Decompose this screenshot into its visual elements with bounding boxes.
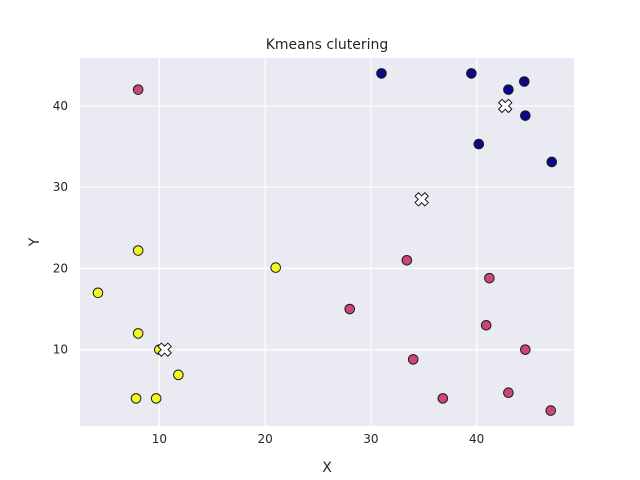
centroid-marker [497, 98, 513, 114]
cluster-0-point [520, 110, 531, 121]
y-tick-label: 30 [53, 180, 68, 194]
cluster-1-point [344, 303, 356, 315]
cluster-0-point [376, 68, 387, 79]
cluster-0-point [546, 156, 558, 168]
cluster-1-point [545, 405, 557, 416]
y-tick-labels: 10 20 30 40 [53, 99, 68, 357]
y-tick-label: 10 [53, 343, 68, 357]
x-axis-label: X [322, 460, 332, 476]
y-tick-label: 40 [53, 99, 68, 113]
centroid-marker [157, 342, 172, 357]
cluster-2-point [132, 245, 144, 256]
y-axis-label: Y [27, 237, 43, 247]
cluster-0-point [473, 138, 485, 150]
cluster-0-point [466, 68, 477, 79]
cluster-1-point [484, 272, 495, 284]
cluster-2-point [173, 369, 184, 381]
cluster-2-point [132, 328, 144, 339]
data-points [92, 68, 558, 416]
cluster-0-point [518, 76, 530, 87]
cluster-2-point [92, 287, 104, 299]
cluster-0-point [503, 84, 514, 95]
centroid-marker [414, 192, 429, 207]
x-tick-labels: 10 20 30 40 [152, 432, 485, 446]
cluster-1-point [480, 319, 492, 331]
x-tick-label: 30 [363, 432, 378, 446]
x-tick-label: 40 [469, 432, 484, 446]
cluster-1-point [437, 393, 449, 404]
cluster-1-point [132, 84, 144, 95]
cluster-1-point [503, 387, 514, 398]
x-tick-label: 10 [152, 432, 167, 446]
cluster-1-point [401, 254, 413, 266]
chart-title: Kmeans clutering [266, 37, 389, 53]
cluster-2-point [150, 393, 162, 404]
centroid-markers [157, 98, 513, 357]
cluster-1-point [407, 354, 419, 365]
y-tick-label: 20 [53, 261, 68, 275]
plot-background [80, 58, 574, 426]
cluster-2-point [270, 262, 281, 273]
cluster-1-point [520, 344, 531, 355]
cluster-2-point [130, 393, 142, 404]
x-tick-label: 20 [257, 432, 272, 446]
